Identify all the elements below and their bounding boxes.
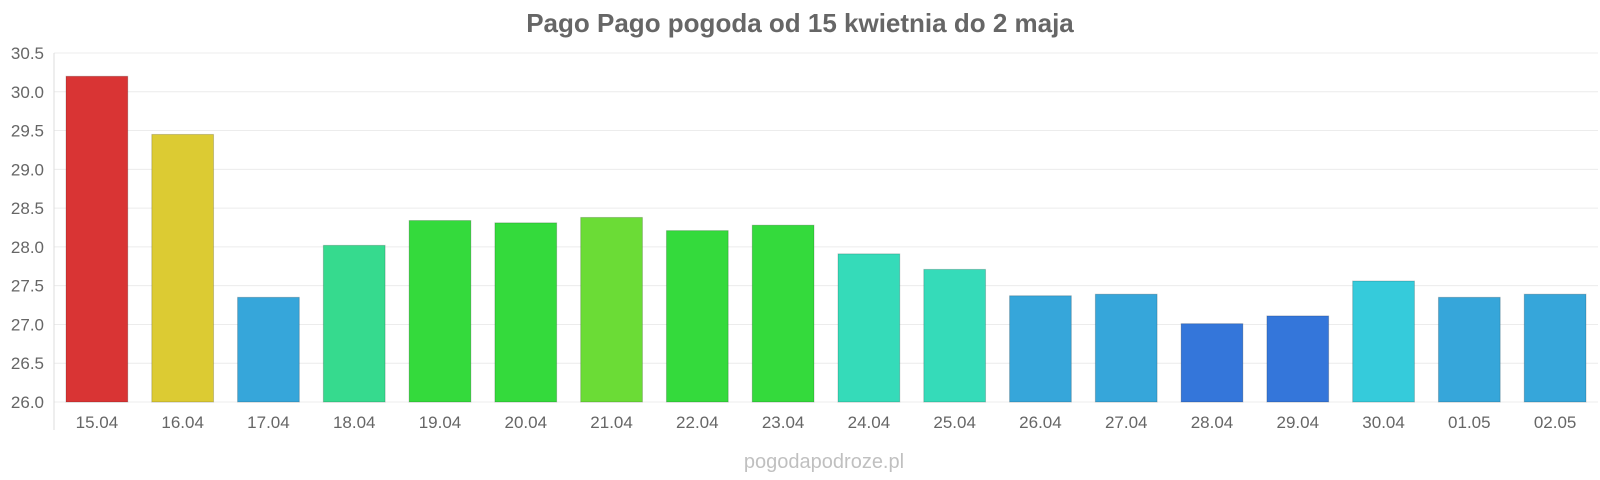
x-tick-label: 24.04 [848, 413, 891, 432]
x-tick-label: 28.04 [1191, 413, 1234, 432]
bar-19.04 [408, 220, 472, 403]
bar-28.04 [1180, 323, 1244, 403]
x-tick-label: 21.04 [590, 413, 633, 432]
bar-16.04 [151, 133, 215, 403]
bar-30.04 [1352, 280, 1415, 403]
x-axis: 15.04 16.04 17.04 18.04 19.04 20.04 21.04 22.04… [76, 413, 1577, 432]
x-tick-label: 29.04 [1277, 413, 1320, 432]
x-tick-label: 22.04 [676, 413, 719, 432]
x-tick-label: 16.04 [161, 413, 204, 432]
watermark: pogodapodroze.pl [744, 451, 904, 473]
chart-title: Pago Pago pogoda od 15 kwietnia do 2 maj… [526, 8, 1074, 38]
bar-01.05 [1437, 296, 1501, 403]
bar-25.04 [923, 268, 987, 403]
bar-17.04 [237, 296, 300, 403]
bar-21.04 [580, 216, 643, 403]
gridlines [54, 52, 1598, 403]
y-tick-label: 28.0 [11, 238, 44, 257]
y-tick-label: 26.0 [11, 393, 44, 412]
x-tick-label: 18.04 [333, 413, 376, 432]
bar-20.04 [494, 222, 558, 403]
bar-22.04 [665, 230, 729, 403]
y-tick-label: 26.5 [11, 354, 44, 373]
y-tick-label: 30.0 [11, 83, 44, 102]
x-tick-label: 30.04 [1362, 413, 1405, 432]
y-tick-label: 29.5 [11, 122, 44, 141]
x-tick-label: 26.04 [1019, 413, 1062, 432]
y-tick-label: 27.0 [11, 315, 44, 334]
bar-23.04 [751, 224, 815, 403]
y-tick-label: 29.0 [11, 160, 44, 179]
x-tick-label: 19.04 [419, 413, 462, 432]
bar-15.04 [65, 75, 129, 403]
y-axis: 26.0 26.5 27.0 27.5 28.0 28.5 29.0 29.5 30.0 30.5 [11, 44, 55, 430]
x-tick-label: 15.04 [76, 413, 119, 432]
bar-02.05 [1523, 293, 1587, 403]
x-tick-label: 25.04 [933, 413, 976, 432]
y-tick-label: 28.5 [11, 199, 44, 218]
x-tick-label: 27.04 [1105, 413, 1148, 432]
bar-24.04 [837, 253, 901, 403]
x-tick-label: 20.04 [505, 413, 548, 432]
x-tick-label: 17.04 [247, 413, 290, 432]
bar-26.04 [1009, 295, 1072, 403]
y-tick-label: 30.5 [11, 44, 44, 63]
bar-27.04 [1094, 293, 1158, 403]
bars [65, 75, 1587, 403]
y-tick-label: 27.5 [11, 277, 44, 296]
x-tick-label: 02.05 [1534, 413, 1577, 432]
bar-18.04 [322, 244, 386, 403]
bar-29.04 [1266, 315, 1330, 403]
x-tick-label: 01.05 [1448, 413, 1491, 432]
x-tick-label: 23.04 [762, 413, 805, 432]
